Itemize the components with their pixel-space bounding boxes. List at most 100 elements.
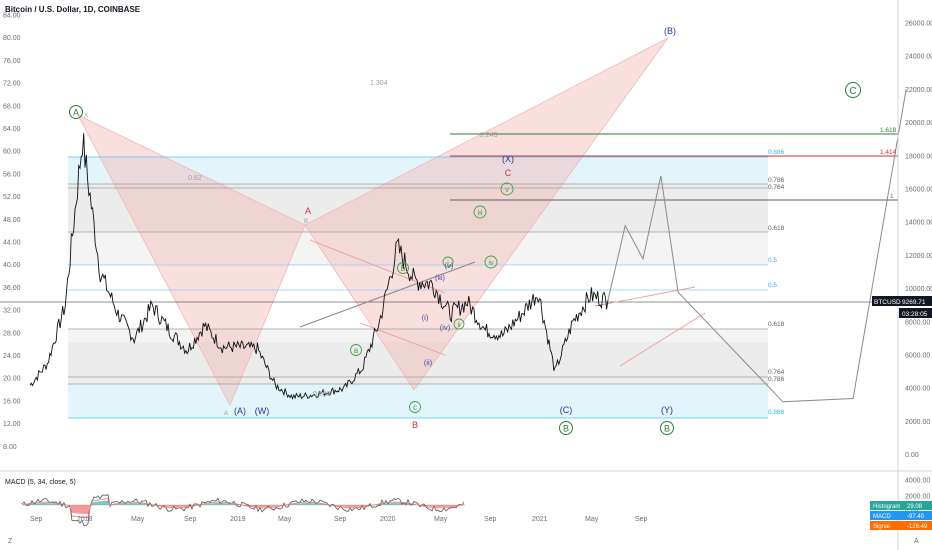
wave-paren-C: (C) [560, 405, 573, 415]
harmonic-triangle-1 [77, 114, 306, 406]
time-axis-tick: May [585, 516, 599, 523]
price-axis-tick: 12000.00 [905, 253, 932, 260]
macd-label: MACD (5, 34, close, 5) [5, 479, 76, 486]
price-axis-tick: 0.00 [905, 452, 919, 459]
time-axis-tick: Sep [30, 516, 43, 523]
price-axis-tick: 18000.00 [905, 153, 932, 160]
price-tag-value: 9269.71 [902, 299, 926, 306]
wave-v: (v) [445, 261, 454, 270]
wave-paren-W: (W) [255, 406, 270, 416]
fib-lines [68, 156, 768, 419]
corner-right-glyph[interactable]: A [914, 538, 919, 545]
wave-red-B: B [412, 420, 418, 430]
projection-path[interactable] [607, 89, 907, 403]
fib-label-5-top: 0.5 [768, 257, 777, 264]
left-scale-tick: 68.00 [3, 103, 21, 110]
macd-tag [870, 501, 932, 510]
left-scale-tick: 36.00 [3, 285, 21, 292]
price-axis-tick: 6000.00 [905, 353, 930, 360]
wave-big-A: A [73, 108, 79, 118]
left-scale-tick: 76.00 [3, 58, 21, 65]
fib-label-618-top: 0.618 [768, 225, 785, 232]
left-scale-tick: 32.00 [3, 308, 21, 315]
time-axis-tick: May [278, 516, 292, 523]
left-scale[interactable]: 84.00 80.00 76.00 72.00 68.00 64.00 60.00 56.00… [3, 13, 21, 451]
wave-paren-Y: (Y) [661, 405, 673, 415]
wave-r-ii: ii [457, 322, 461, 329]
macd-tag-value: 29.08 [907, 504, 923, 510]
left-scale-tick: 44.00 [3, 240, 21, 247]
wave-r-iii: iii [478, 210, 483, 217]
wave-c: c [413, 403, 417, 412]
left-scale-tick: 84.00 [3, 13, 21, 20]
time-axis-tick: Sep [484, 516, 497, 523]
wave-big-B-circle-2 [660, 421, 674, 435]
wave-r-v: v [505, 187, 509, 194]
trendline-upper[interactable] [299, 261, 476, 328]
time-axis[interactable]: Sep 2018 May Sep 2019 May Sep 2020 May Sep 2021 May… [30, 516, 648, 523]
wave-r-v-circle [500, 182, 514, 196]
left-scale-tick: 48.00 [3, 217, 21, 224]
macd-tag [870, 511, 932, 520]
wave-r-iii-circle [473, 205, 487, 219]
price-axis-tick: 20000.00 [905, 120, 932, 127]
time-axis-tick: 2018 [77, 516, 93, 523]
wave-big-B-2: B [664, 424, 670, 434]
wave-red-A: A [305, 206, 311, 216]
left-scale-tick: 64.00 [3, 126, 21, 133]
macd-tag [870, 521, 932, 530]
macd-pane[interactable]: Histogram 29.08 MACD -97.40 Signal -126.49 [21, 493, 932, 531]
wave-red-C: C [505, 168, 512, 178]
wave-iii: (iii) [435, 273, 445, 282]
time-axis-tick: 2020 [380, 516, 396, 523]
fib-label-5-bottom: 0.5 [768, 282, 777, 289]
wave-r-iv-circle [484, 255, 498, 269]
wave-big-B-circle-1 [559, 421, 573, 435]
price-axis-tick: 10000.00 [905, 286, 932, 293]
left-scale-tick: 52.00 [3, 194, 21, 201]
left-scale-tick: 8.00 [3, 444, 17, 451]
left-scale-tick: 40.00 [3, 262, 21, 269]
trendline-red-4[interactable] [619, 312, 706, 367]
time-axis-tick: May [434, 516, 448, 523]
price-axis[interactable]: 26000.00 24000.00 22000.00 20000.00 18000.00… [905, 21, 932, 517]
time-axis-tick: Sep [635, 516, 648, 523]
wave-small-A: A [224, 411, 228, 417]
macd-tag-name: Histogram [873, 504, 900, 510]
macd-tag-name: MACD [873, 514, 891, 520]
ratio-2243: 2.243 [480, 132, 498, 139]
wave-r-i: i [447, 260, 449, 267]
wave-paren-B: (B) [664, 26, 676, 36]
symbol-price-tag[interactable] [872, 296, 932, 306]
price-series[interactable] [29, 133, 609, 401]
trendline-red-3[interactable] [594, 286, 696, 307]
price-axis-tick: 24000.00 [905, 54, 932, 61]
left-scale-tick: 60.00 [3, 149, 21, 156]
corner-left-glyph[interactable]: Z [8, 538, 13, 545]
left-scale-tick: 16.00 [3, 398, 21, 405]
time-axis-tick: 2019 [230, 516, 246, 523]
ratio-0888: 0.888 [313, 391, 331, 398]
time-axis-tick: Sep [184, 516, 197, 523]
signal-line [21, 497, 465, 518]
wave-r-i-circle [442, 256, 454, 268]
fib-label-618-bottom: 0.618 [768, 321, 785, 328]
time-axis-tick: 2021 [532, 516, 548, 523]
price-axis-tick: 2000.00 [905, 419, 930, 426]
macd-axis-tick: 4000.00 [905, 478, 930, 485]
wave-big-A-circle [69, 105, 83, 119]
wave-r-iv: iv [488, 260, 494, 267]
fib-label-786-bottom: 0.786 [768, 376, 785, 383]
left-scale-tick: 24.00 [3, 353, 21, 360]
fib-label-886-bottom: 0.886 [768, 409, 785, 416]
ratio-062: 0.62 [188, 175, 202, 182]
wave-paren-A: (A) [234, 406, 246, 416]
wave-paren-X: (X) [502, 154, 514, 164]
wave-iv: (iv) [440, 323, 451, 332]
symbol-tag-label: BTCUSD [874, 299, 901, 306]
macd-tag-name: Signal [873, 524, 890, 530]
price-axis-tick: 16000.00 [905, 187, 932, 194]
left-scale-tick: 80.00 [3, 35, 21, 42]
wave-labels: A X B B C (A) (W) (B) (X) (C) (Y) A B C … [69, 26, 861, 435]
